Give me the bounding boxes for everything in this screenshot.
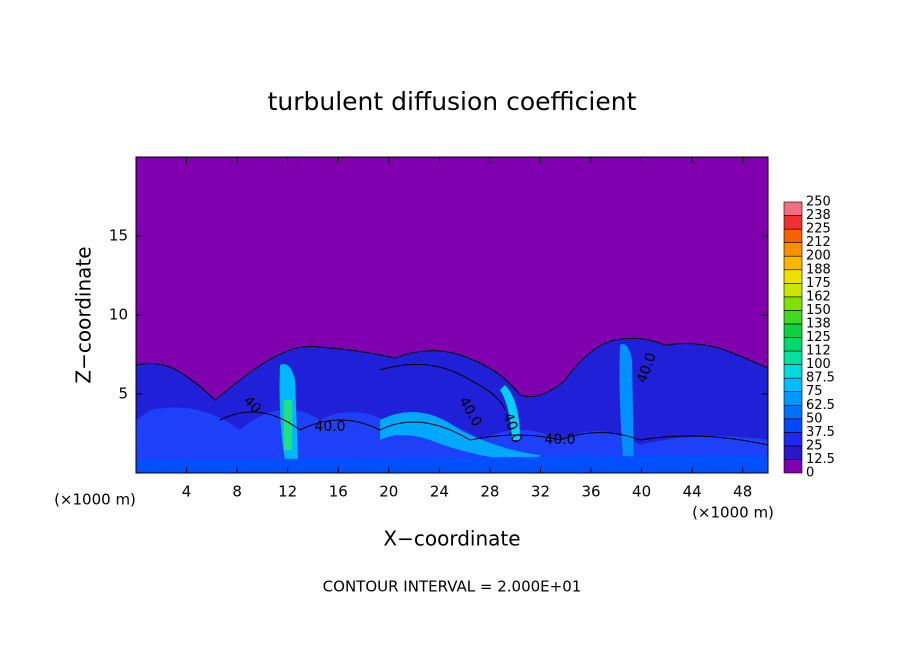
colorbar-box	[783, 404, 803, 420]
x-unit-label: (×1000 m)	[54, 491, 136, 509]
x-tick-label: 4	[182, 483, 192, 501]
chart-title: turbulent diffusion coefficient	[268, 87, 637, 116]
contour-label: 40.0	[314, 419, 345, 435]
x-tick-label: 48	[733, 483, 752, 501]
colorbar-label: 150	[806, 303, 831, 318]
colorbar-box	[783, 432, 803, 447]
colorbar-label: 12.5	[806, 452, 835, 467]
colorbar-box	[783, 445, 803, 460]
colorbar-box	[783, 242, 803, 257]
colorbar-box	[783, 459, 803, 474]
colorbar-label: 212	[806, 235, 831, 250]
field	[136, 157, 768, 473]
colorbar-box	[783, 215, 803, 230]
colorbar-label: 250	[806, 195, 831, 210]
footer: CONTOUR INTERVAL = 2.000E+01	[323, 578, 582, 596]
x-tick-label: 12	[278, 483, 297, 501]
colorbar-label: 238	[806, 208, 831, 223]
colorbar-box	[783, 228, 803, 243]
colorbar-box	[783, 364, 803, 379]
colorbar-label: 87.5	[806, 371, 835, 386]
x-tick-label: 8	[232, 483, 242, 501]
y-axis-label: Z−coordinate	[72, 246, 96, 383]
y-tick-label: 5	[118, 385, 128, 403]
colorbar-box	[783, 337, 803, 352]
x-tick-label: 36	[581, 483, 600, 501]
colorbar-box	[783, 323, 803, 338]
colorbar-label: 188	[806, 262, 831, 277]
colorbar-label: 50	[806, 411, 823, 426]
colorbar-label: 125	[806, 330, 831, 345]
colorbar-label: 112	[806, 344, 831, 359]
colorbar-box	[783, 391, 803, 406]
x-unit-label: (×1000 m)	[692, 504, 774, 522]
colorbar-label: 225	[806, 222, 831, 237]
x-tick-label: 32	[531, 483, 550, 501]
colorbar-label: 175	[806, 276, 831, 291]
colorbar-box	[783, 377, 803, 392]
colorbar-box	[783, 296, 803, 311]
colorbar-box	[783, 350, 803, 365]
x-tick-label: 44	[683, 483, 702, 501]
colorbar-label: 200	[806, 249, 831, 264]
colorbar-box	[783, 255, 803, 271]
colorbar-label: 37.5	[806, 425, 835, 440]
colorbar-label: 0	[806, 466, 814, 481]
x-tick-label: 20	[379, 483, 398, 501]
y-tick-label: 15	[109, 227, 128, 245]
colorbar-label: 162	[806, 289, 831, 304]
colorbar-label: 62.5	[806, 398, 835, 413]
colorbar-box	[783, 201, 803, 216]
x-tick-label: 40	[632, 483, 651, 501]
colorbar-box	[783, 418, 803, 433]
colorbar-label: 75	[806, 384, 823, 399]
contour-label: 40.0	[544, 432, 575, 448]
colorbar-label: 25	[806, 438, 823, 453]
x-tick-label: 16	[329, 483, 348, 501]
x-tick-label: 28	[480, 483, 499, 501]
y-tick-label: 10	[109, 306, 128, 324]
colorbar-label: 138	[806, 316, 831, 331]
colorbar-label: 100	[806, 357, 831, 372]
colorbar-box	[783, 269, 803, 284]
colorbar-box	[783, 282, 803, 298]
x-axis-label: X−coordinate	[383, 527, 520, 551]
x-tick-label: 24	[430, 483, 449, 501]
colorbar-box	[783, 310, 803, 325]
